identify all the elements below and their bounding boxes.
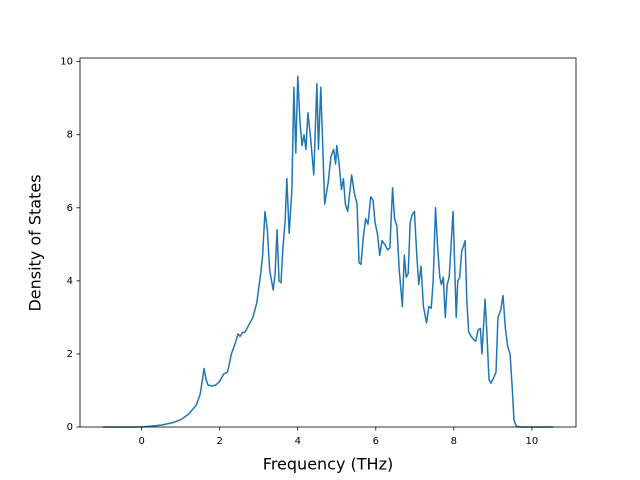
y-tick-label: 10: [60, 57, 73, 68]
y-tick-label: 4: [67, 276, 73, 287]
y-tick-label: 0: [67, 422, 73, 433]
x-tick-label: 10: [526, 436, 539, 447]
x-axis-label: Frequency (THz): [263, 455, 393, 474]
y-axis-label: Density of States: [26, 174, 45, 311]
y-tick-label: 6: [67, 203, 73, 214]
line: [102, 75, 554, 428]
x-tick-label: 2: [217, 436, 223, 447]
plot-frame: [79, 57, 577, 428]
x-tick-label: 4: [295, 436, 301, 447]
y-tick-label: 2: [67, 349, 73, 360]
x-tick-label: 6: [373, 436, 379, 447]
x-tick-label: 0: [138, 436, 144, 447]
y-tick-label: 8: [67, 130, 73, 141]
x-tick-label: 8: [451, 436, 457, 447]
